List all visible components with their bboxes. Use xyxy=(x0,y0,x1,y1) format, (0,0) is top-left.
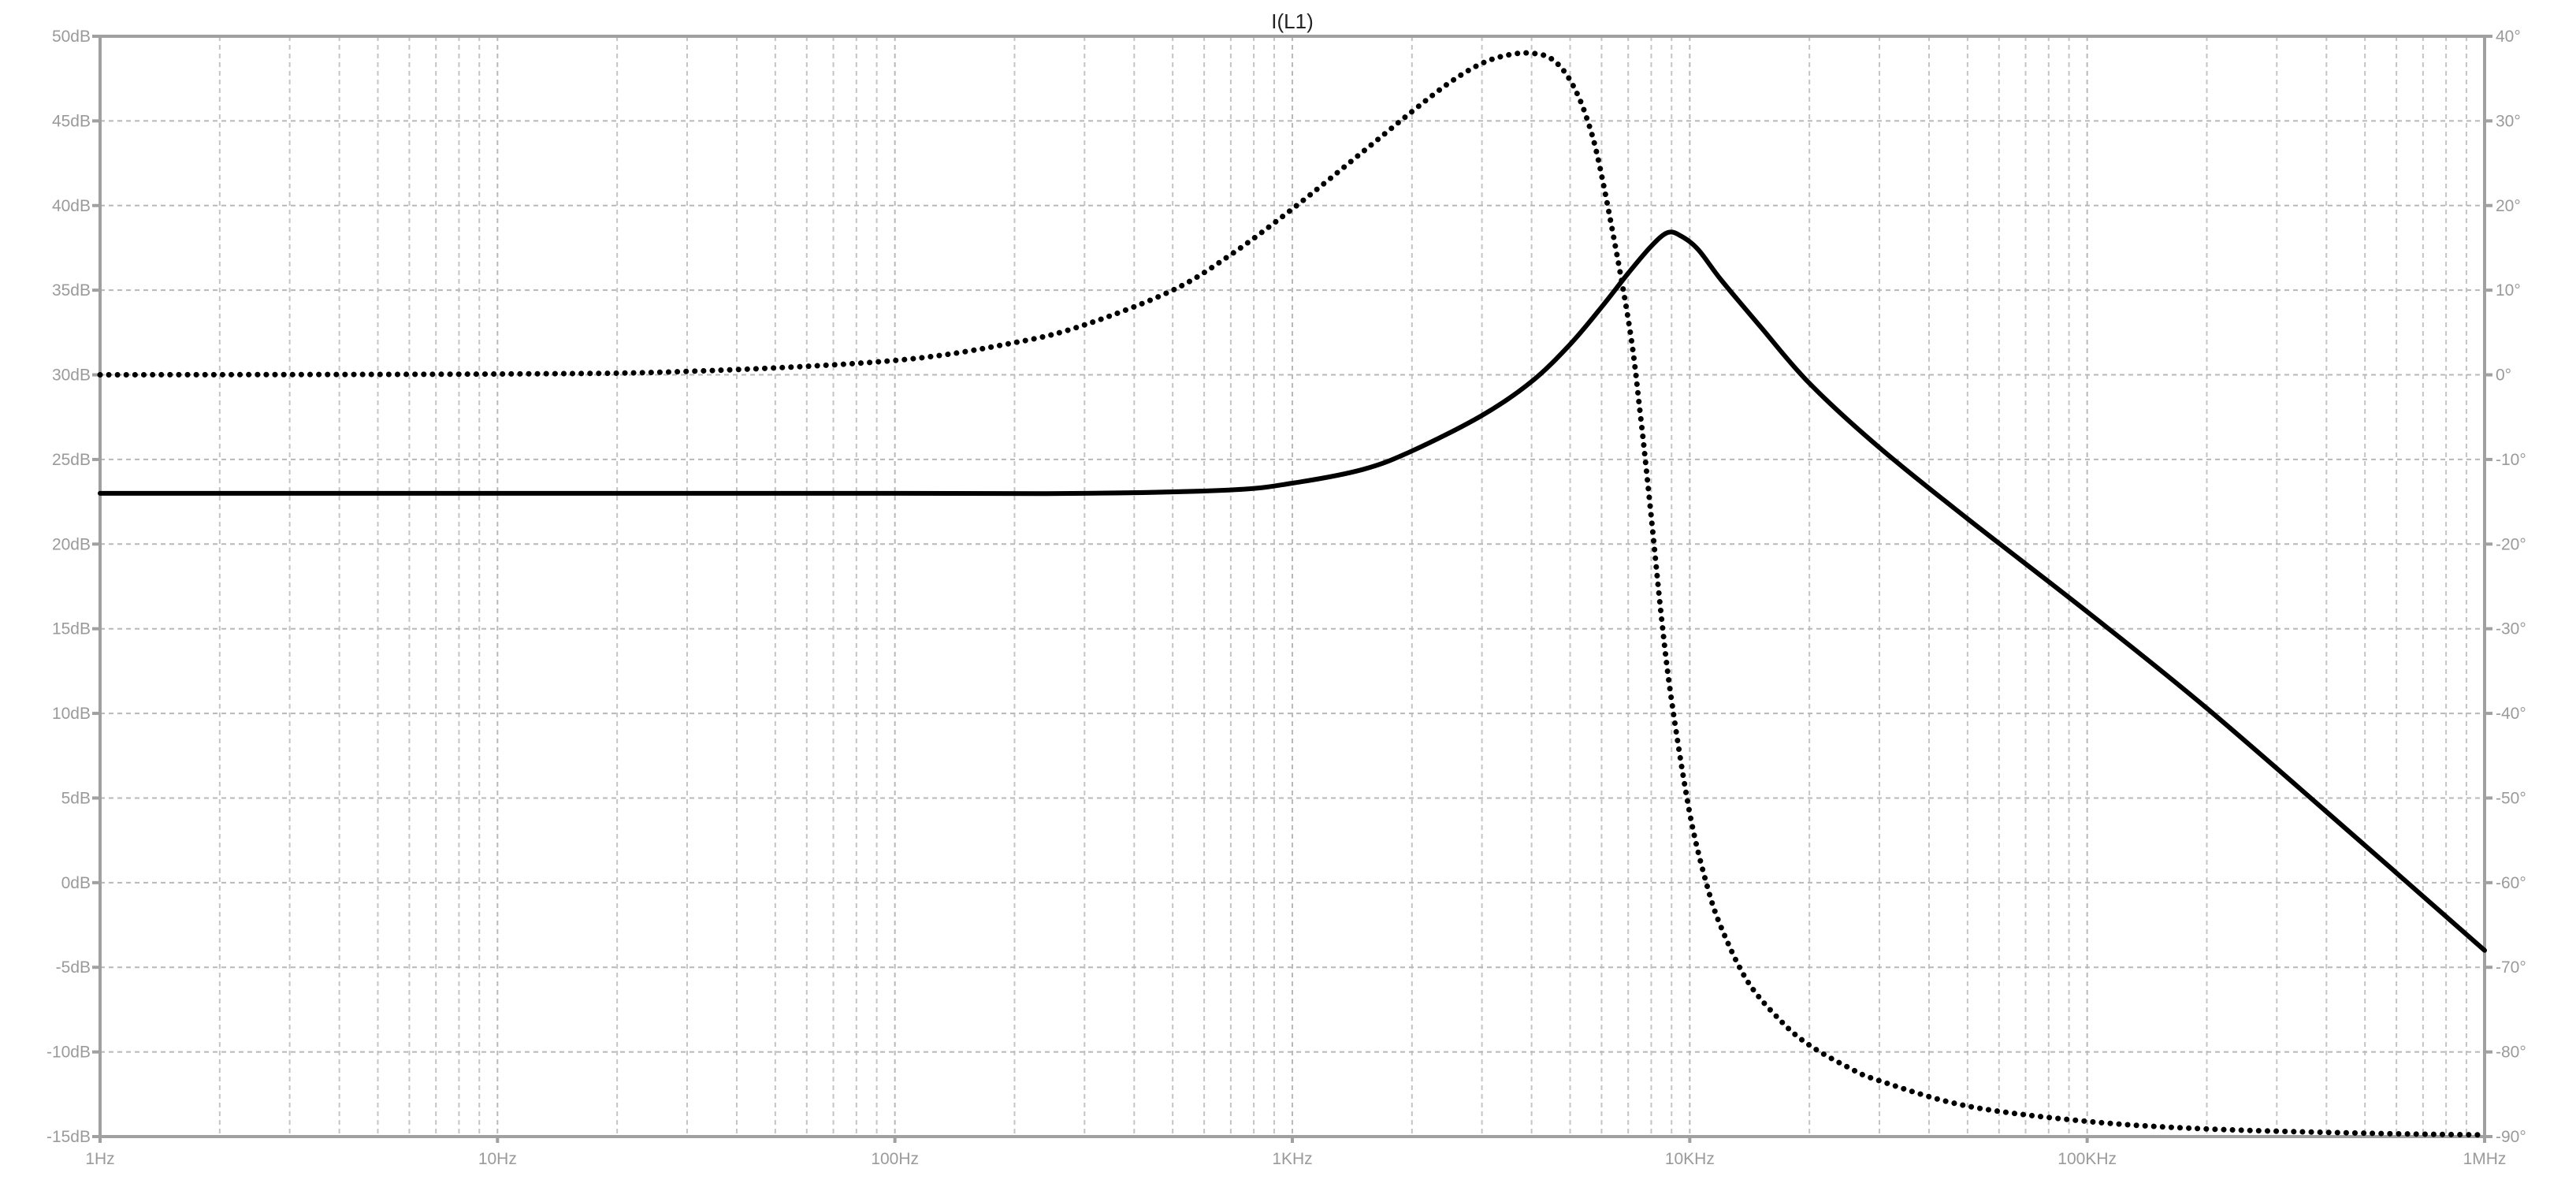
y-left-tick-label: 15dB xyxy=(52,620,91,638)
x-tick-label: 100Hz xyxy=(871,1150,919,1168)
y-left-tick-label: 5dB xyxy=(61,789,91,807)
y-right-tick-label: 30° xyxy=(2496,112,2521,130)
y-right-tick-label: -90° xyxy=(2496,1128,2526,1146)
series-layer xyxy=(97,50,2488,1138)
phase-series-line xyxy=(97,50,2488,1138)
y-left-tick-label: 20dB xyxy=(52,535,91,553)
y-left-tick-label: -15dB xyxy=(46,1128,91,1146)
y-left-tick-label: 10dB xyxy=(52,705,91,723)
x-tick-label: 10Hz xyxy=(478,1150,517,1168)
y-left-tick-label: -10dB xyxy=(46,1044,91,1062)
chart-title: I(L1) xyxy=(1271,9,1313,33)
y-right-tick-label: 0° xyxy=(2496,367,2511,385)
magnitude-series-line xyxy=(98,229,2487,953)
y-right-tick-label: -60° xyxy=(2496,874,2526,892)
y-right-tick-label: -30° xyxy=(2496,620,2526,638)
y-right-tick-label: -40° xyxy=(2496,705,2526,723)
x-tick-label: 10KHz xyxy=(1665,1150,1715,1168)
y-right-tick-label: 20° xyxy=(2496,197,2521,215)
y-right-tick-label: -50° xyxy=(2496,789,2526,807)
y-right-tick-label: -10° xyxy=(2496,451,2526,469)
x-tick-label: 1MHz xyxy=(2463,1150,2507,1168)
y-right-tick-label: -20° xyxy=(2496,535,2526,553)
grid-layer xyxy=(100,36,2485,1137)
y-left-tick-label: 30dB xyxy=(52,367,91,385)
y-right-tick-label: 10° xyxy=(2496,281,2521,300)
x-tick-label: 1KHz xyxy=(1272,1150,1312,1168)
y-right-tick-label: -70° xyxy=(2496,958,2526,977)
tick-layer: 1Hz 10Hz 100Hz 1KHz 10KHz 100KHz 1MHz 50dB 45dB 4… xyxy=(46,28,2526,1168)
y-left-tick-label: 35dB xyxy=(52,281,91,300)
y-left-tick-label: 45dB xyxy=(52,112,91,130)
y-left-tick-label: 50dB xyxy=(52,28,91,46)
y-left-tick-label: -5dB xyxy=(56,958,91,977)
y-left-tick-label: 40dB xyxy=(52,197,91,215)
y-left-tick-label: 25dB xyxy=(52,451,91,469)
x-tick-label: 1Hz xyxy=(85,1150,114,1168)
y-left-tick-label: 0dB xyxy=(61,874,91,892)
x-tick-label: 100KHz xyxy=(2057,1150,2117,1168)
y-right-tick-label: 40° xyxy=(2496,28,2521,46)
y-right-tick-label: -80° xyxy=(2496,1044,2526,1062)
